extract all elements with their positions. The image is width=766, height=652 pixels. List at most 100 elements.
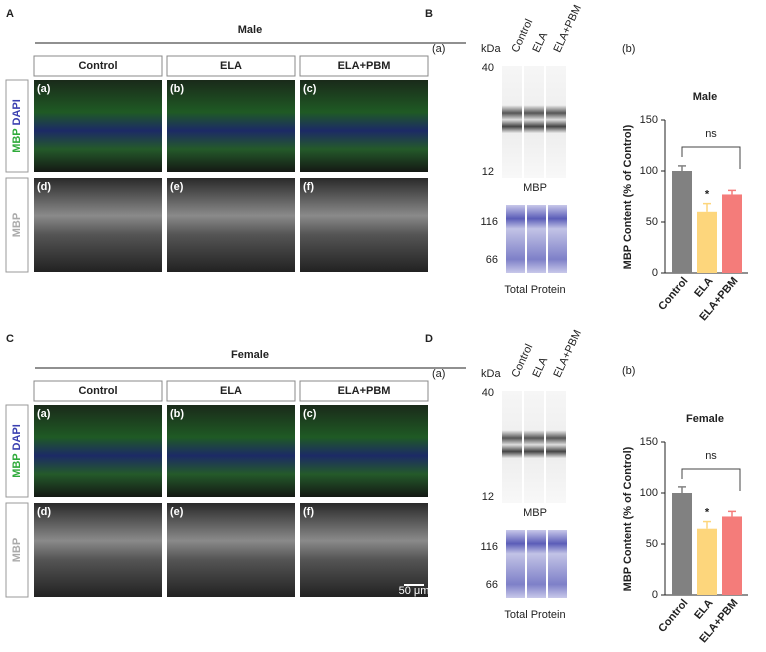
row-label: MBP DAPI (11, 99, 23, 153)
chart-title: Female (686, 413, 724, 425)
binary-image (300, 503, 428, 597)
row-label-dapi: DAPI (11, 99, 23, 125)
column-box (299, 380, 429, 402)
marker: 116 (480, 541, 498, 553)
mbp-lane (524, 66, 544, 178)
panel-title: Male (238, 24, 262, 36)
blot-label: Total Protein (504, 284, 565, 296)
row-label: MBP (11, 213, 23, 237)
mbp-lane (524, 391, 544, 503)
unit-label: kDa (481, 43, 501, 55)
marker: 66 (486, 579, 498, 591)
bar (672, 171, 692, 273)
panel-letter: C (6, 333, 14, 345)
marker: 40 (482, 62, 494, 74)
subpanel-label: (c) (303, 408, 317, 420)
blot-label: MBP (523, 182, 547, 194)
y-tick-label: 0 (652, 589, 658, 601)
lane-label: ELA+PBM (551, 328, 583, 379)
marker: 12 (482, 166, 494, 178)
mbp-lane (502, 66, 522, 178)
bar (697, 211, 717, 273)
tp-lane (548, 530, 567, 598)
y-tick-label: 100 (640, 487, 658, 499)
row-box (5, 79, 29, 173)
binary-image (167, 503, 295, 597)
x-tick-label: Control (656, 597, 690, 635)
subpanel-label: (a) (37, 408, 51, 420)
lane-label: ELA (530, 355, 550, 380)
mbp-lane (546, 66, 566, 178)
bar (722, 516, 742, 595)
significance: ns (705, 450, 717, 462)
y-tick-label: 150 (640, 436, 658, 448)
marker: 40 (482, 387, 494, 399)
bar (672, 493, 692, 595)
merged-image (167, 80, 295, 172)
column-box (166, 380, 296, 402)
scale-bar-label: 50 μm (399, 585, 430, 597)
panel-letter: B (425, 8, 433, 20)
subpanel-label: (d) (37, 181, 51, 193)
subpanel-label: (a) (37, 83, 51, 95)
unit-label: kDa (481, 368, 501, 380)
row-box (5, 502, 29, 598)
x-tick-label: ELA (692, 597, 715, 622)
binary-image (300, 178, 428, 272)
subpanel-label: (b) (170, 83, 184, 95)
marker: 66 (486, 254, 498, 266)
significance: * (705, 506, 710, 518)
column-header: Control (78, 385, 117, 397)
column-box (33, 55, 163, 77)
chart-title: Male (693, 91, 717, 103)
subpanel-label: (c) (303, 83, 317, 95)
bracket (681, 146, 741, 169)
subpanel-label: (f) (303, 181, 314, 193)
bracket (681, 468, 741, 491)
row-box (5, 404, 29, 498)
tp-lane (506, 530, 525, 598)
column-box (166, 55, 296, 77)
y-tick-label: 50 (646, 216, 658, 228)
blot-label: Total Protein (504, 609, 565, 621)
column-header: ELA+PBM (338, 385, 391, 397)
subpanel-label: (e) (170, 181, 184, 193)
merged-image (34, 80, 162, 172)
y-axis-label: MBP Content (% of Control) (622, 124, 634, 269)
merged-image (167, 405, 295, 497)
y-tick-label: 50 (646, 538, 658, 550)
x-tick-label: ELA (692, 275, 715, 300)
row-label-mbp: MBP (11, 454, 23, 478)
tp-lane (527, 530, 546, 598)
binary-image (34, 503, 162, 597)
row-box (5, 177, 29, 273)
subpanel-label: (d) (37, 506, 51, 518)
bar (722, 194, 742, 273)
subpanel-label: (e) (170, 506, 184, 518)
panel-sublabel: (a) (432, 43, 445, 55)
y-axis-label: MBP Content (% of Control) (622, 446, 634, 591)
column-header: Control (78, 60, 117, 72)
row-label-dapi: DAPI (11, 424, 23, 450)
subpanel-label: (b) (170, 408, 184, 420)
significance: * (705, 189, 710, 201)
y-tick-label: 100 (640, 165, 658, 177)
blot-label: MBP (523, 507, 547, 519)
merged-image (34, 405, 162, 497)
lane-label: ELA (530, 30, 550, 55)
column-box (299, 55, 429, 77)
column-header: ELA+PBM (338, 60, 391, 72)
merged-image (300, 405, 428, 497)
y-tick-label: 150 (640, 114, 658, 126)
panel-sublabel: (b) (622, 43, 635, 55)
lane-label: ELA+PBM (551, 3, 583, 54)
row-label-mbp: MBP (11, 129, 23, 153)
subpanel-label: (f) (303, 506, 314, 518)
x-tick-label: Control (656, 275, 690, 313)
y-tick-label: 0 (652, 267, 658, 279)
tp-lane (527, 205, 546, 273)
column-header: ELA (220, 385, 242, 397)
tp-lane (548, 205, 567, 273)
panel-sublabel: (b) (622, 365, 635, 377)
